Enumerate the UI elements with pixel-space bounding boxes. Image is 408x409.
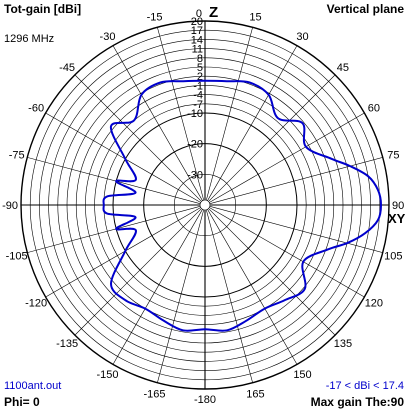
- angle-tick-labels: 0 15 30 45 60 75 90 105 120 135 150 165 -180 -165 -150…: [2, 8, 404, 406]
- axis-label-xy: XY: [388, 211, 406, 226]
- angle-tick-label: 165: [246, 388, 264, 400]
- angle-tick-label: -45: [59, 62, 75, 74]
- grid-spoke: [206, 209, 253, 383]
- angle-tick-label: -105: [6, 250, 28, 262]
- plane-label: Vertical plane: [326, 2, 404, 16]
- angle-tick-label: 60: [368, 103, 380, 115]
- grid-spoke: [207, 209, 298, 365]
- grid-spoke: [74, 208, 202, 336]
- radial-tick-label: 17: [191, 25, 203, 37]
- radial-tick-label: -1: [193, 80, 203, 92]
- grid-spoke: [209, 206, 383, 253]
- angle-tick-label: -180: [194, 394, 216, 406]
- angle-tick-label: 45: [337, 62, 349, 74]
- grid-spoke: [45, 112, 201, 203]
- radial-tick-label: 2: [197, 71, 203, 83]
- max-gain-label: Max gain The:90: [310, 395, 404, 409]
- grid-spoke: [207, 45, 298, 201]
- grid-spoke: [209, 207, 365, 298]
- grid-spoke: [208, 74, 336, 202]
- radial-tick-label: -20: [187, 139, 203, 151]
- grid-spoke: [45, 207, 201, 298]
- axis-label-z: Z: [209, 4, 218, 21]
- grid-circle-center: [199, 199, 211, 211]
- radial-tick-label: -4: [193, 90, 203, 102]
- grid-spoke: [209, 112, 365, 203]
- radial-tick-label: 8: [197, 53, 203, 65]
- angle-tick-label: -150: [96, 369, 118, 381]
- grid-spoke: [208, 208, 336, 336]
- grid-spoke: [112, 45, 203, 201]
- grid-spoke: [209, 157, 383, 204]
- angle-tick-label: 0: [196, 8, 202, 20]
- grid-spoke: [112, 209, 203, 365]
- angle-tick-label: 135: [334, 338, 352, 350]
- phi-label: Phi= 0: [4, 395, 40, 409]
- radial-tick-label: 5: [197, 62, 203, 74]
- angle-tick-label: -120: [25, 298, 47, 310]
- angle-tick-label: -15: [147, 12, 163, 24]
- gain-pattern-trace: [102, 79, 383, 332]
- grid-spoke: [206, 27, 253, 201]
- filename-label: 1100ant.out: [4, 380, 62, 392]
- frequency-label: 1296 MHz: [4, 33, 55, 45]
- angle-tick-label: -75: [9, 150, 25, 162]
- radial-tick-label: 20: [191, 16, 203, 28]
- grid-spoke: [74, 74, 202, 202]
- radial-tick-label: -30: [187, 169, 203, 181]
- grid-spoke: [27, 157, 201, 204]
- angle-tick-label: 75: [387, 150, 399, 162]
- chart-title: Tot-gain [dBi]: [4, 2, 82, 16]
- radial-tick-label: 14: [191, 34, 203, 46]
- radial-tick-label: -10: [187, 108, 203, 120]
- angle-tick-label: -60: [28, 103, 44, 115]
- angle-tick-label: 105: [384, 250, 402, 262]
- angle-tick-label: 150: [293, 369, 311, 381]
- angle-tick-label: 90: [392, 200, 404, 212]
- grid-spoke: [157, 209, 204, 383]
- angle-tick-label: -90: [2, 200, 18, 212]
- polar-grid: [20, 20, 390, 390]
- angle-tick-label: 120: [365, 298, 383, 310]
- angle-tick-label: -30: [100, 31, 116, 43]
- angle-tick-label: -135: [56, 338, 78, 350]
- radial-tick-label: -7: [193, 99, 203, 111]
- angle-tick-label: -165: [144, 388, 166, 400]
- radial-tick-label: 11: [192, 44, 203, 56]
- grid-spoke: [157, 27, 204, 201]
- grid-spoke: [27, 206, 201, 253]
- angle-tick-label: 30: [296, 31, 308, 43]
- angle-tick-label: 15: [249, 12, 261, 24]
- gain-range-label: -17 < dBi < 17.4: [325, 380, 404, 392]
